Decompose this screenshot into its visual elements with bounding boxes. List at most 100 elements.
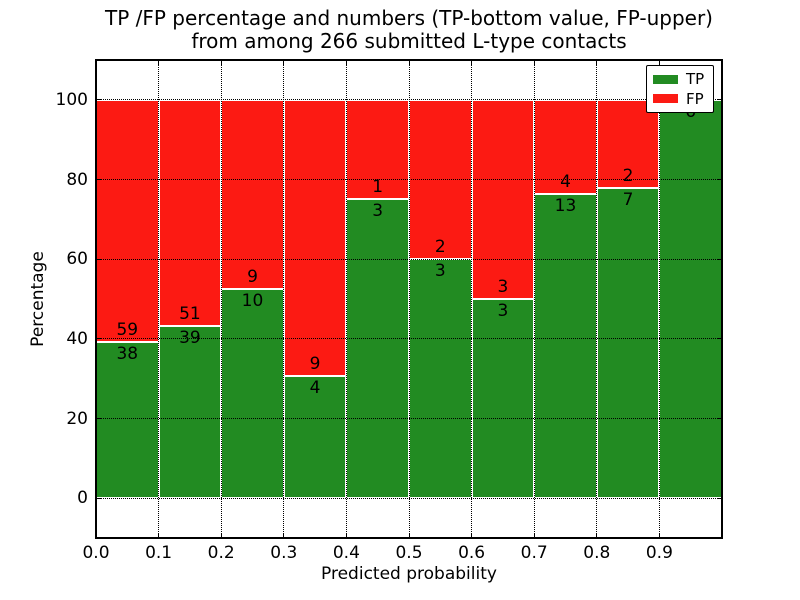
- y-tick-label: 0: [77, 488, 88, 509]
- x-axis-label: Predicted probability: [321, 564, 497, 584]
- x-tick-top: [283, 60, 285, 65]
- x-tick-label: 0.9: [645, 543, 673, 563]
- y-tick-label: 100: [55, 89, 88, 110]
- y-tick-label: 60: [66, 249, 88, 270]
- y-tick-right: [717, 179, 722, 180]
- v-gridline: [596, 60, 598, 538]
- legend-swatch-tp: [653, 74, 678, 84]
- chart-title-line2: from among 266 submitted L-type contacts: [191, 29, 627, 53]
- x-tick-label: 0.6: [458, 543, 486, 563]
- bar-count-fp: 51: [179, 303, 201, 324]
- y-tick-label: 80: [66, 169, 88, 190]
- y-tick-right: [717, 418, 722, 419]
- bar-segment-tp: [221, 288, 284, 499]
- bar-count-tp: 13: [554, 195, 577, 216]
- x-tick-bottom: [220, 533, 222, 538]
- x-tick-bottom: [408, 533, 410, 538]
- v-gridline: [158, 60, 160, 538]
- x-tick-bottom: [533, 533, 535, 538]
- x-tick-top: [408, 60, 410, 65]
- y-tick-label: 40: [66, 328, 88, 349]
- bar-segment-tp: [596, 188, 660, 499]
- x-tick-top: [471, 60, 473, 65]
- x-tick-label: 0.8: [583, 543, 611, 563]
- bar-count-tp: 7: [622, 190, 634, 211]
- v-gridline: [220, 60, 222, 538]
- bar-segment-tp: [158, 325, 222, 499]
- chart-title-line1: TP /FP percentage and numbers (TP-bottom…: [105, 6, 713, 30]
- legend: TP FP: [646, 65, 714, 113]
- bar-segment-fp: [471, 99, 535, 299]
- bar-count-fp: 2: [622, 166, 634, 187]
- legend-label-tp: TP: [686, 70, 705, 89]
- bar-count-tp: 3: [497, 301, 509, 321]
- bar-segment-tp: [471, 299, 535, 499]
- bar-segment-fp: [96, 99, 159, 343]
- y-tick-left: [96, 418, 101, 419]
- v-gridline: [533, 60, 535, 538]
- legend-label-fp: FP: [686, 89, 704, 108]
- bar-count-tp: 10: [241, 290, 264, 311]
- y-tick-left: [96, 258, 101, 260]
- x-tick-bottom: [158, 533, 160, 538]
- bar-segment-fp: [283, 99, 347, 376]
- x-tick-top: [658, 60, 660, 65]
- y-tick-left: [96, 338, 101, 340]
- plot-area: 38593951109493132331347260: [95, 59, 723, 539]
- v-gridline: [471, 60, 473, 538]
- y-tick-right: [717, 99, 722, 101]
- x-tick-bottom: [658, 533, 660, 538]
- y-tick-label: 20: [66, 408, 88, 429]
- v-gridline: [408, 60, 410, 538]
- bar-segment-tp: [346, 199, 409, 499]
- x-tick-top: [158, 60, 160, 65]
- legend-swatch-fp: [653, 94, 678, 104]
- x-tick-bottom: [471, 533, 473, 538]
- x-tick-label: 0.3: [270, 543, 298, 563]
- x-tick-top: [533, 60, 535, 65]
- v-gridline: [283, 60, 285, 538]
- x-tick-bottom: [283, 533, 285, 538]
- bar-segment-fp: [158, 99, 222, 326]
- x-tick-label: 0.4: [332, 543, 360, 563]
- x-tick-bottom: [596, 533, 598, 538]
- bar-count-tp: 4: [309, 377, 321, 398]
- y-tick-right: [717, 497, 722, 499]
- bar-count-fp: 3: [497, 277, 509, 297]
- x-tick-top: [345, 60, 347, 65]
- y-tick-left: [96, 179, 101, 180]
- x-tick-label: 0.0: [82, 543, 110, 563]
- y-tick-right: [717, 258, 722, 260]
- bar-segment-tp: [534, 193, 597, 499]
- bar-segment-tp: [659, 99, 722, 499]
- bar-count-fp: 4: [560, 171, 571, 192]
- x-tick-bottom: [95, 533, 97, 538]
- x-tick-label: 0.7: [520, 543, 548, 563]
- x-tick-label: 0.1: [145, 543, 173, 563]
- bar-count-tp: 3: [434, 261, 446, 282]
- bar-count-fp: 1: [372, 177, 384, 198]
- bar-count-tp: 39: [179, 327, 201, 348]
- x-tick-top: [596, 60, 598, 65]
- v-gridline: [658, 60, 660, 538]
- x-tick-bottom: [721, 533, 723, 538]
- y-tick-left: [96, 99, 101, 101]
- bar-count-fp: 9: [247, 266, 258, 287]
- y-tick-right: [717, 338, 722, 340]
- legend-item-fp: FP: [653, 91, 707, 107]
- y-tick-left: [96, 497, 101, 499]
- x-tick-top: [95, 60, 97, 65]
- x-tick-label: 0.2: [207, 543, 235, 563]
- bar-count-tp: 38: [116, 344, 139, 365]
- bar-segment-tp: [96, 342, 159, 499]
- chart-title: TP /FP percentage and numbers (TP-bottom…: [96, 7, 722, 53]
- bar-count-fp: 2: [434, 237, 446, 258]
- bar-count-fp: 59: [116, 320, 139, 341]
- v-gridline: [345, 60, 347, 538]
- x-tick-bottom: [345, 533, 347, 538]
- bar-segment-fp: [221, 99, 284, 289]
- bar-count-fp: 9: [309, 353, 321, 374]
- legend-item-tp: TP: [653, 71, 707, 87]
- x-tick-top: [721, 60, 723, 65]
